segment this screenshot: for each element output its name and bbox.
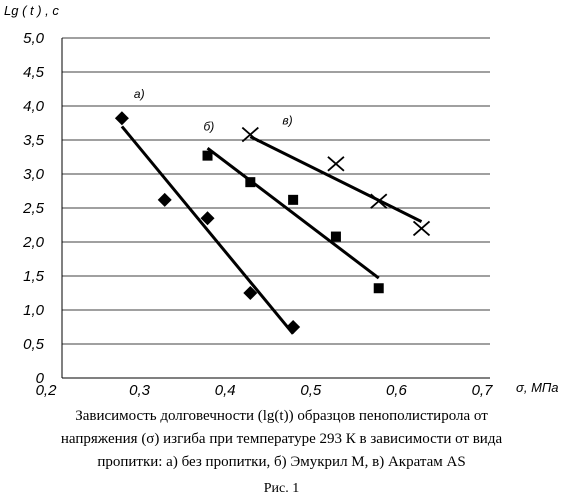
y-tick-label: 2,5 (22, 200, 45, 217)
caption-line-2: напряжения (σ) изгиба при температуре 29… (0, 428, 563, 450)
y-axis-label: Lg ( t ) , c (4, 3, 59, 18)
square-marker (203, 151, 213, 161)
series-label: в) (282, 114, 292, 128)
x-tick-label: 0,6 (386, 382, 408, 399)
diamond-marker (158, 193, 172, 207)
y-tick-label: 1,0 (23, 302, 45, 319)
x-axis-label: σ, МПа (516, 380, 559, 395)
x-tick-label: 0,3 (129, 382, 151, 399)
cross-marker (328, 157, 344, 171)
y-tick-label: 3,5 (23, 132, 45, 149)
square-marker (331, 232, 341, 242)
y-tick-label: 2,0 (22, 234, 45, 251)
square-marker (245, 177, 255, 187)
y-tick-label: 1,5 (23, 268, 45, 285)
series-labels: а) б) в) (134, 87, 293, 133)
x-tick-label: 0,7 (472, 382, 494, 399)
x-tick-label: 0,2 (36, 382, 58, 399)
diamond-marker (115, 111, 129, 125)
cross-marker (371, 194, 387, 208)
figure-label: Рис. 1 (0, 478, 563, 500)
y-tick-label: 0,5 (23, 336, 45, 353)
gridlines (62, 38, 490, 344)
y-tick-label: 3,0 (23, 166, 45, 183)
y-tick-label: 4,5 (23, 64, 45, 81)
diamond-marker (286, 320, 300, 334)
caption-line-1: Зависимость долговечности (lg(t)) образц… (0, 405, 563, 427)
series-label: а) (134, 87, 145, 101)
trend-line (208, 148, 379, 278)
data-points (115, 111, 430, 334)
x-tick-label: 0,5 (300, 382, 322, 399)
y-tick-labels: 00,51,01,52,02,53,03,54,04,55,0 (22, 30, 45, 387)
trend-lines (122, 126, 422, 333)
x-tick-label: 0,4 (215, 382, 236, 399)
y-tick-label: 5,0 (23, 30, 45, 47)
cross-marker (242, 128, 258, 142)
caption-line-3: пропитки: а) без пропитки, б) Эмукрил М,… (0, 451, 563, 473)
trend-line (250, 137, 421, 222)
cross-marker (414, 221, 430, 235)
x-tick-labels: 0,2 0,3 0,4 0,5 0,6 0,7 (36, 382, 494, 399)
y-tick-label: 4,0 (23, 98, 45, 115)
square-marker (374, 283, 384, 293)
square-marker (288, 195, 298, 205)
series-label: б) (204, 120, 215, 134)
